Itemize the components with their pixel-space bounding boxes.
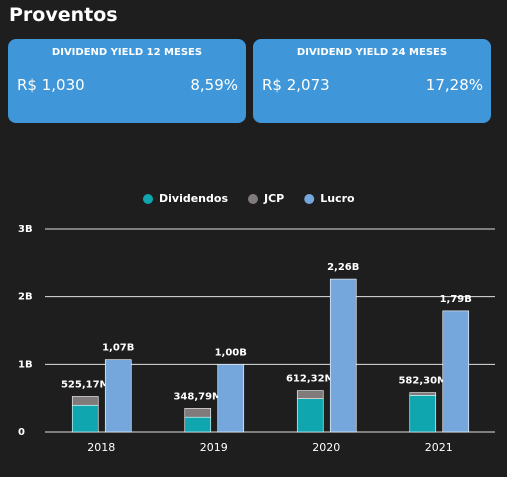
x-tick-label: 2018: [87, 441, 115, 454]
x-tick-label: 2021: [425, 441, 453, 454]
total-label: 582,30M: [398, 376, 447, 387]
bar: [217, 364, 245, 433]
bar: [409, 395, 437, 433]
card-amount: R$ 1,030: [17, 76, 85, 94]
legend-label: JCP: [263, 192, 284, 205]
x-tick-label: 2020: [312, 441, 340, 454]
data-label: 2,26B: [327, 262, 359, 273]
y-tick-label: 3B: [18, 224, 33, 235]
bar: [329, 278, 357, 433]
card-amount: R$ 2,073: [262, 76, 330, 94]
total-label: 525,17M: [61, 379, 110, 390]
bar: [71, 396, 99, 406]
total-label: 348,79M: [173, 391, 222, 402]
legend-marker: [248, 194, 258, 204]
data-label: 1,07B: [102, 343, 134, 354]
legend-label: Dividendos: [159, 192, 228, 205]
data-label: 1,79B: [440, 294, 472, 305]
legend-label: Lucro: [320, 192, 355, 205]
data-label: 1,00B: [215, 347, 247, 358]
y-tick-label: 1B: [18, 359, 33, 370]
bar: [184, 408, 212, 418]
bar: [409, 392, 437, 396]
bar: [71, 404, 99, 433]
card: DIVIDEND YIELD 24 MESES R$ 2,073 17,28%: [253, 39, 491, 123]
total-label: 612,32M: [286, 374, 335, 385]
bar: [442, 310, 470, 433]
x-tick-label: 2019: [200, 441, 228, 454]
y-tick-label: 2B: [18, 292, 33, 303]
card: DIVIDEND YIELD 12 MESES R$ 1,030 8,59%: [8, 39, 246, 123]
card-percent: 17,28%: [425, 76, 483, 94]
card-percent: 8,59%: [190, 76, 238, 94]
bar: [296, 398, 324, 433]
card-title: DIVIDEND YIELD 24 MESES: [296, 47, 448, 58]
bar: [104, 359, 132, 433]
bar: [296, 390, 324, 399]
legend-marker: [143, 194, 153, 204]
legend-marker: [304, 194, 315, 204]
card-title: DIVIDEND YIELD 12 MESES: [51, 47, 203, 58]
y-tick-label: 0: [18, 427, 25, 438]
page-title: Proventos: [9, 4, 118, 26]
bar: [184, 416, 212, 433]
